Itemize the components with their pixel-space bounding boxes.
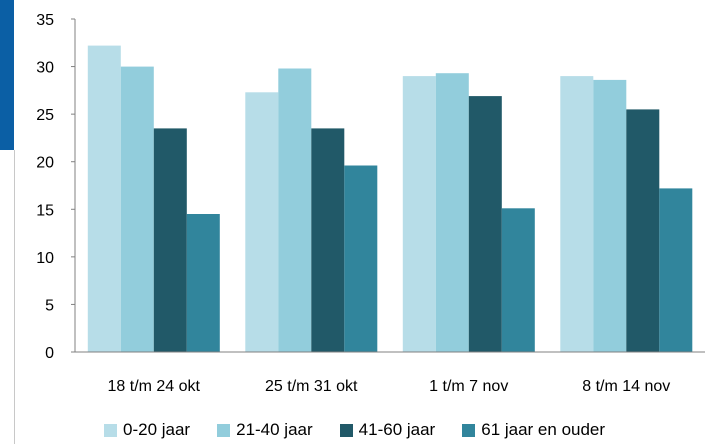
bar xyxy=(468,96,502,352)
legend: 0-20 jaar 21-40 jaar 41-60 jaar 61 jaar en … xyxy=(104,418,632,442)
legend-swatch xyxy=(339,423,353,437)
legend-label: 41-60 jaar xyxy=(358,420,436,439)
legend-label: 61 jaar en ouder xyxy=(481,420,606,439)
y-tick-label: 20 xyxy=(36,155,54,172)
y-tick-label: 0 xyxy=(45,345,54,362)
legend-swatch xyxy=(104,423,117,437)
legend-item: 0-20 jaar xyxy=(104,420,190,440)
y-tick-label: 10 xyxy=(36,250,54,267)
y-tick-label: 35 xyxy=(36,12,54,29)
bar xyxy=(560,76,594,352)
y-tick-label: 25 xyxy=(36,107,54,124)
y-tick-label: 5 xyxy=(45,297,54,314)
legend-swatch xyxy=(462,423,476,437)
bar xyxy=(402,76,436,352)
legend-item: 21-40 jaar xyxy=(217,420,313,440)
bar xyxy=(245,92,279,353)
bar xyxy=(153,128,187,352)
y-tick-label: 15 xyxy=(36,202,54,219)
legend-label: 0-20 jaar xyxy=(123,420,191,439)
legend-label: 21-40 jaar xyxy=(236,420,313,439)
bar xyxy=(593,79,627,353)
x-category-label: 1 t/m 7 nov xyxy=(429,378,508,395)
bar xyxy=(626,109,660,353)
left-accent-bar xyxy=(0,0,14,150)
legend-item: 41-60 jaar xyxy=(339,420,436,440)
bar xyxy=(87,45,121,352)
legend-item: 61 jaar en ouder xyxy=(462,420,605,440)
left-divider xyxy=(14,150,15,444)
y-ticks-group: 0 5 10 15 20 25 30 35 xyxy=(36,12,75,362)
bar xyxy=(120,66,154,352)
bar xyxy=(278,68,312,352)
x-category-label: 8 t/m 14 nov xyxy=(582,378,670,395)
bar xyxy=(501,208,535,352)
bars-group xyxy=(87,45,693,353)
legend-swatch xyxy=(217,423,231,437)
x-labels-group: 18 t/m 24 okt 25 t/m 31 okt 1 t/m 7 nov 8 t… xyxy=(108,378,671,395)
bar xyxy=(186,214,220,352)
bar xyxy=(659,188,693,352)
bar xyxy=(311,128,345,352)
x-category-label: 25 t/m 31 okt xyxy=(265,378,358,395)
bar xyxy=(435,73,469,352)
bar xyxy=(344,165,378,352)
x-category-label: 18 t/m 24 okt xyxy=(108,378,201,395)
y-tick-label: 30 xyxy=(36,60,54,77)
